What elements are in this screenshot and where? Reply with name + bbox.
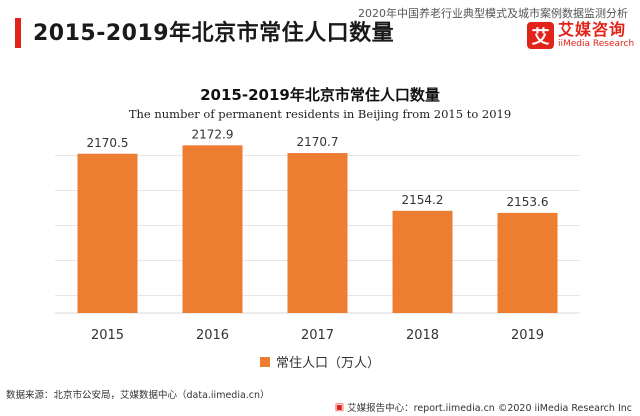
data-label-2018: 2154.2	[402, 193, 444, 207]
bar-2019	[497, 212, 558, 313]
logo-text: 艾媒咨询 iiMedia Research	[558, 22, 634, 49]
data-label-2017: 2170.7	[297, 135, 339, 149]
legend-swatch	[259, 356, 270, 367]
legend-label: 常住人口（万人）	[275, 356, 380, 371]
x-tick-label-2017: 2017	[301, 328, 334, 343]
x-tick-label-2016: 2016	[196, 328, 229, 343]
iimedia-logo[interactable]: 艾 艾媒咨询 iiMedia Research	[527, 22, 634, 49]
report-center-icon: ▣	[334, 401, 345, 413]
data-source: 数据来源：北京市公安局，艾媒数据中心（data.iimedia.cn）	[6, 390, 270, 401]
logo-name-en: iiMedia Research	[558, 39, 635, 49]
chart-legend: 常住人口（万人）	[0, 352, 640, 371]
x-tick-label-2019: 2019	[511, 328, 544, 343]
bar-2017	[287, 153, 348, 313]
logo-mark: 艾	[527, 22, 554, 49]
report-subtitle: 2020年中国养老行业典型模式及城市案例数据监测分析	[358, 7, 628, 20]
x-tick-label-2018: 2018	[406, 328, 439, 343]
data-label-2016: 2172.9	[192, 127, 234, 141]
page-title: 2015-2019年北京市常住人口数量	[33, 21, 395, 46]
bar-2015	[77, 153, 138, 313]
data-label-2019: 2153.6	[507, 195, 549, 209]
title-accent-bar	[15, 18, 21, 48]
bar-2016	[182, 145, 243, 313]
footer-copyright: 艾媒报告中心：report.iimedia.cn ©2020 iiMedia R…	[347, 403, 632, 414]
bar-2018	[392, 210, 453, 313]
x-tick-label-2015: 2015	[91, 328, 124, 343]
chart-subtitle: The number of permanent residents in Bei…	[128, 107, 512, 121]
data-label-2015: 2170.5	[87, 136, 129, 150]
chart-title: 2015-2019年北京市常住人口数量	[200, 86, 440, 104]
logo-name-cn: 艾媒咨询	[558, 20, 627, 39]
footer-bar: ▣ 艾媒报告中心：report.iimedia.cn ©2020 iiMedia…	[0, 398, 640, 416]
